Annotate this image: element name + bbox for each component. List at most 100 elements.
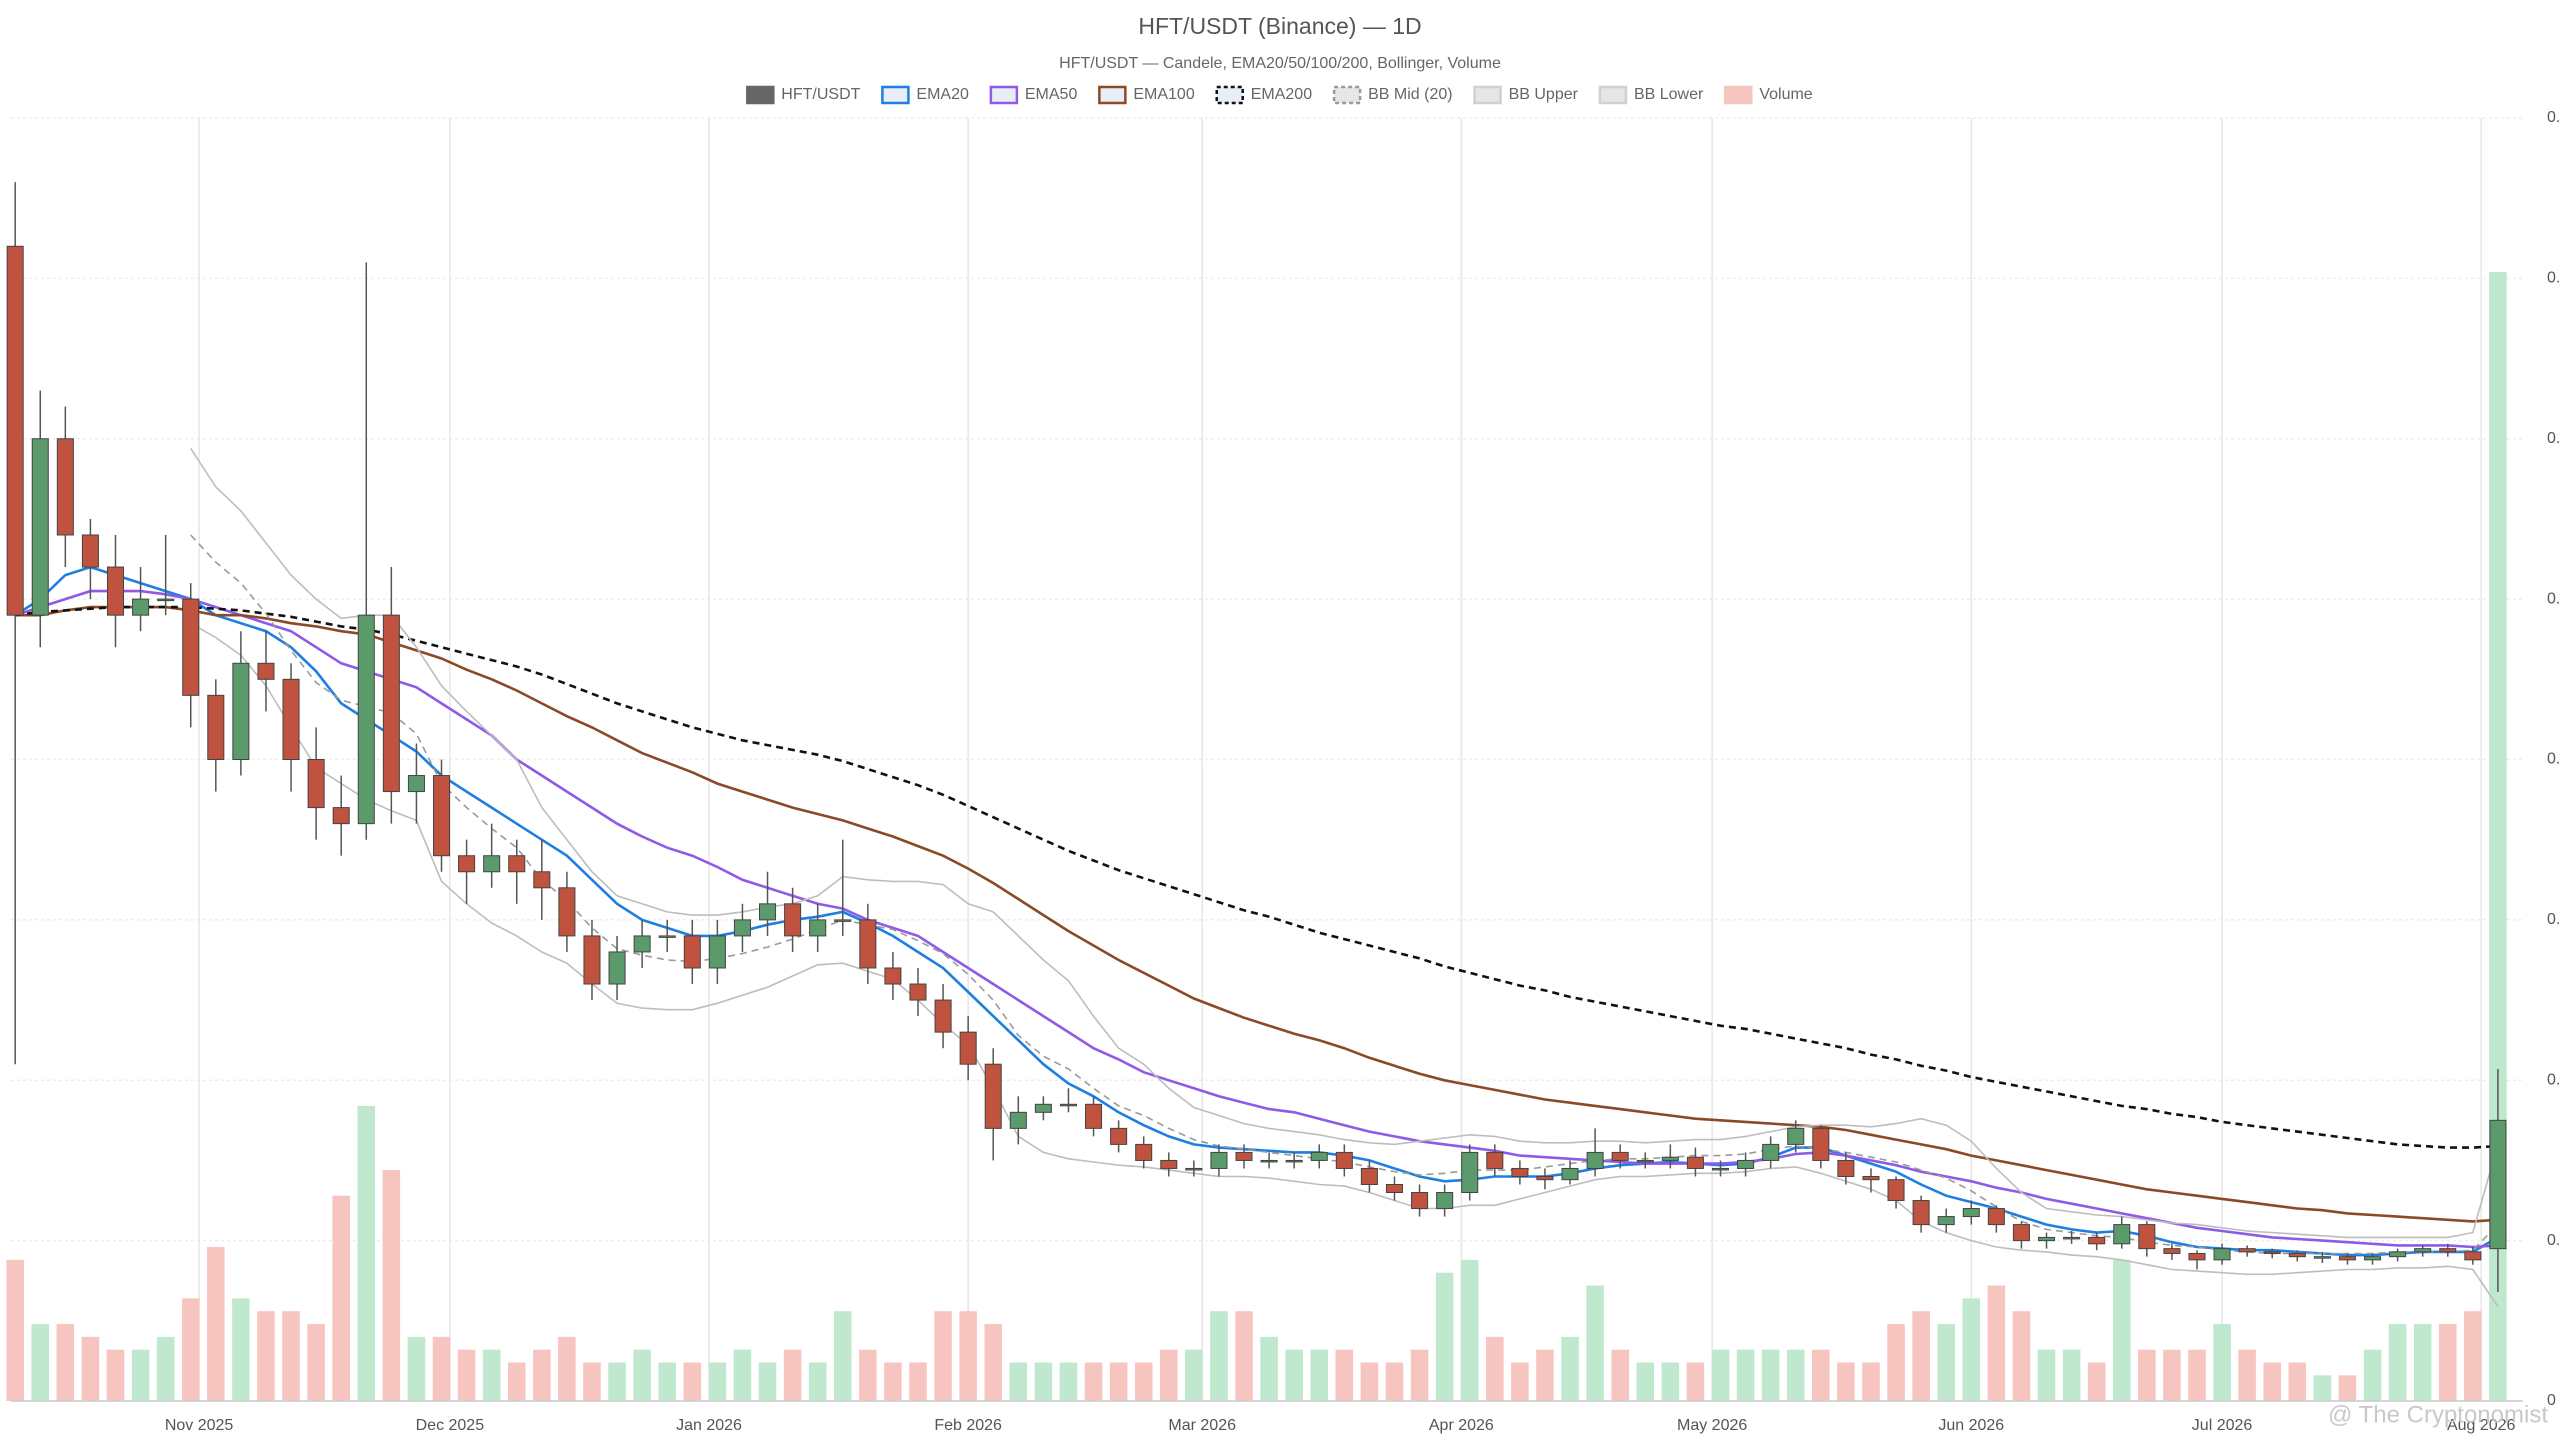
candle-body	[2138, 1224, 2156, 1250]
volume-bar	[1385, 1362, 1404, 1401]
candle-body	[2113, 1224, 2131, 1245]
candle-body	[106, 566, 125, 616]
volume-bar	[2188, 1349, 2206, 1401]
volume-bar	[1210, 1311, 1228, 1401]
candle-body	[1611, 1151, 1629, 1161]
volume-bar	[106, 1349, 125, 1401]
candle-body	[1285, 1159, 1303, 1163]
candle-body	[2288, 1252, 2306, 1258]
legend-swatch	[1215, 85, 1244, 105]
candle-body	[1837, 1159, 1855, 1177]
volume-bar	[1285, 1349, 1303, 1401]
candle-body	[2389, 1251, 2407, 1258]
volume-bar	[2263, 1362, 2281, 1401]
x-tick-label: Feb 2026	[934, 1417, 1002, 1434]
candle-body	[2088, 1236, 2106, 1245]
candle-body	[683, 935, 701, 969]
candle-body	[1987, 1208, 2005, 1226]
candle-body	[1185, 1167, 1203, 1171]
volume-bar	[1310, 1349, 1329, 1401]
candle-body	[1009, 1111, 1027, 1129]
candle-body	[2439, 1248, 2457, 1253]
legend-label: EMA100	[1133, 86, 1194, 103]
legend-swatch	[881, 85, 910, 105]
candle-body	[859, 919, 877, 969]
candle-body	[81, 534, 99, 568]
candle-body	[608, 951, 626, 985]
candle-body	[382, 614, 400, 793]
candle-body	[633, 935, 651, 953]
volume-bar	[1611, 1349, 1629, 1401]
volume-bar	[583, 1362, 601, 1401]
candle-body	[2213, 1248, 2231, 1261]
volume-bar	[708, 1362, 727, 1401]
candle-body	[2163, 1248, 2181, 1254]
volume-bar	[1736, 1349, 1755, 1401]
candle-body	[483, 855, 501, 873]
candle-body	[1887, 1179, 1905, 1202]
candle-body	[2012, 1224, 2030, 1242]
volume-bar	[633, 1349, 651, 1401]
volume-bar	[2062, 1349, 2081, 1401]
watermark: @ The Cryptonomist	[2328, 1401, 2548, 1428]
legend-label: EMA20	[916, 86, 969, 103]
volume-bar	[407, 1336, 426, 1401]
volume-bar	[2438, 1324, 2457, 1401]
volume-bar	[2363, 1349, 2382, 1401]
volume-bar	[833, 1311, 852, 1401]
x-tick-label: Jun 2026	[1938, 1417, 2004, 1434]
volume-bar	[307, 1324, 325, 1401]
y-tick-label: 0.05	[2547, 590, 2560, 607]
volume-bar	[1486, 1336, 1504, 1401]
volume-bar	[1636, 1362, 1655, 1401]
volume-bar	[1084, 1362, 1103, 1401]
candle-body	[1235, 1151, 1253, 1161]
volume-bar	[1962, 1298, 1981, 1401]
x-tick-label: May 2026	[1677, 1417, 1747, 1434]
legend-swatch	[1473, 85, 1502, 105]
candle-body	[809, 919, 827, 937]
volume-bar	[1159, 1349, 1178, 1401]
candle-body	[182, 598, 200, 696]
candle-body	[232, 662, 250, 761]
volume-bar	[1937, 1324, 1955, 1401]
candle-body	[332, 807, 350, 825]
volume-bar	[1561, 1336, 1579, 1401]
candle-body	[733, 919, 751, 937]
volume-bar	[131, 1349, 150, 1401]
volume-bar	[2388, 1324, 2407, 1401]
volume-bar	[1109, 1362, 1128, 1401]
volume-bar	[2087, 1362, 2106, 1401]
volume-bar	[1009, 1362, 1028, 1401]
volume-bar	[507, 1362, 526, 1401]
candle-body	[207, 694, 225, 760]
candle-body	[2188, 1252, 2206, 1261]
volume-bar	[457, 1349, 476, 1401]
candle-body	[2489, 1119, 2507, 1250]
indicator-line	[14, 589, 2498, 1249]
candle-body	[31, 438, 49, 616]
candle-body	[834, 919, 852, 922]
candle-body	[959, 1031, 977, 1065]
volume-bar	[808, 1362, 827, 1401]
volume-bar	[207, 1247, 225, 1401]
legend-swatch	[1598, 85, 1628, 105]
volume-bar	[2464, 1311, 2482, 1401]
legend-swatch	[746, 85, 775, 105]
candle-body	[1561, 1167, 1579, 1181]
volume-bar	[31, 1324, 50, 1401]
candle-body	[282, 678, 300, 760]
volume-bar	[1435, 1272, 1454, 1401]
volume-bar	[2489, 271, 2507, 1402]
candle-body	[1260, 1159, 1278, 1163]
legend-swatch	[1724, 85, 1753, 105]
grid	[11, 117, 2523, 1402]
volume-bar	[984, 1324, 1003, 1401]
y-tick-label: 0.04	[2547, 751, 2560, 768]
candle-body	[2037, 1236, 2056, 1242]
candle-body	[1862, 1175, 1880, 1181]
candle-body	[2364, 1256, 2382, 1261]
candle-layer	[6, 182, 2507, 1292]
volume-bar	[2338, 1375, 2357, 1401]
volume-bar	[959, 1311, 977, 1401]
